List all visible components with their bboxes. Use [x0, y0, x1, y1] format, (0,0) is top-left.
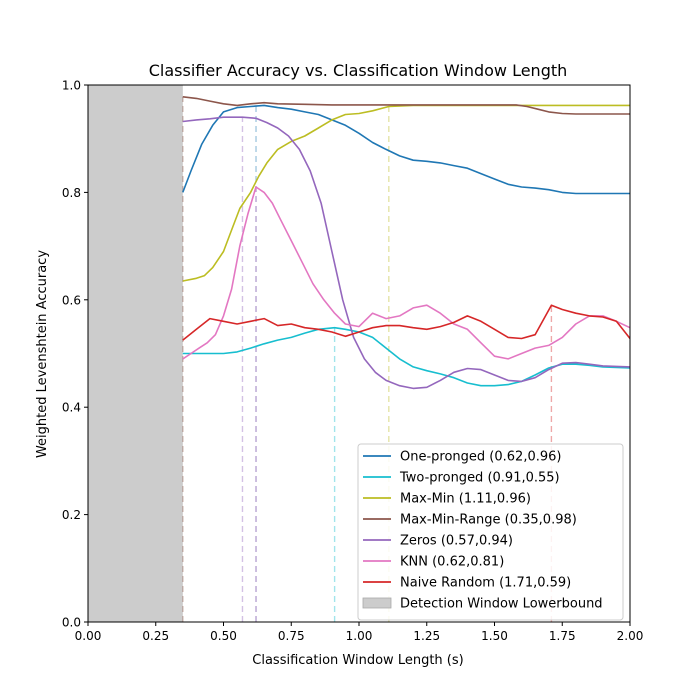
- legend-label-0: One-pronged (0.62,0.96): [400, 450, 561, 465]
- detection-window-region: [88, 85, 183, 622]
- legend-label-3: Max-Min-Range (0.35,0.98): [400, 513, 577, 528]
- y-axis: 0.0 0.2 0.4 0.6 0.8 1.0: [62, 79, 88, 630]
- legend: One-pronged (0.62,0.96) Two-pronged (0.91…: [357, 443, 624, 621]
- x-tick-label: 1.25: [413, 629, 440, 643]
- y-tick-label: 0.8: [62, 186, 81, 200]
- x-tick-label: 1.50: [481, 629, 508, 643]
- series-line-3: [182, 96, 630, 115]
- chart-title: Classifier Accuracy vs. Classification W…: [149, 61, 568, 80]
- series-line-6: [182, 304, 631, 341]
- legend-label-2: Max-Min (1.11,0.96): [400, 492, 531, 507]
- x-tick-label: 0.75: [278, 629, 305, 643]
- x-axis: 0.00 0.25 0.50 0.75 1.00 1.25 1.50 1.75 2.00: [75, 622, 644, 643]
- x-tick-label: 1.00: [346, 629, 373, 643]
- y-tick-label: 0.2: [62, 508, 81, 522]
- legend-swatch-region: [362, 597, 392, 609]
- series-line-5: [182, 186, 631, 360]
- x-tick-label: 0.50: [210, 629, 237, 643]
- x-tick-label: 0.25: [142, 629, 169, 643]
- series-line-4: [182, 116, 631, 390]
- legend-label-region: Detection Window Lowerbound: [400, 597, 603, 612]
- x-tick-label: 0.00: [75, 629, 102, 643]
- y-tick-label: 0.6: [62, 293, 81, 307]
- series-line-1: [182, 326, 631, 387]
- x-tick-label: 2.00: [617, 629, 644, 643]
- y-tick-label: 0.4: [62, 401, 81, 415]
- x-axis-label: Classification Window Length (s): [252, 653, 463, 668]
- legend-label-6: Naive Random (1.71,0.59): [400, 576, 571, 591]
- y-tick-label: 0.0: [62, 616, 81, 630]
- y-axis-label: Weighted Levenshtein Accuracy: [35, 250, 50, 458]
- legend-label-1: Two-pronged (0.91,0.55): [399, 471, 560, 486]
- y-tick-label: 1.0: [62, 79, 81, 93]
- plot-area: [87, 84, 631, 623]
- legend-box: [357, 443, 624, 621]
- legend-label-4: Zeros (0.57,0.94): [400, 534, 513, 549]
- x-tick-label: 1.75: [549, 629, 576, 643]
- legend-label-5: KNN (0.62,0.81): [400, 555, 504, 570]
- series-line-0: [182, 104, 630, 195]
